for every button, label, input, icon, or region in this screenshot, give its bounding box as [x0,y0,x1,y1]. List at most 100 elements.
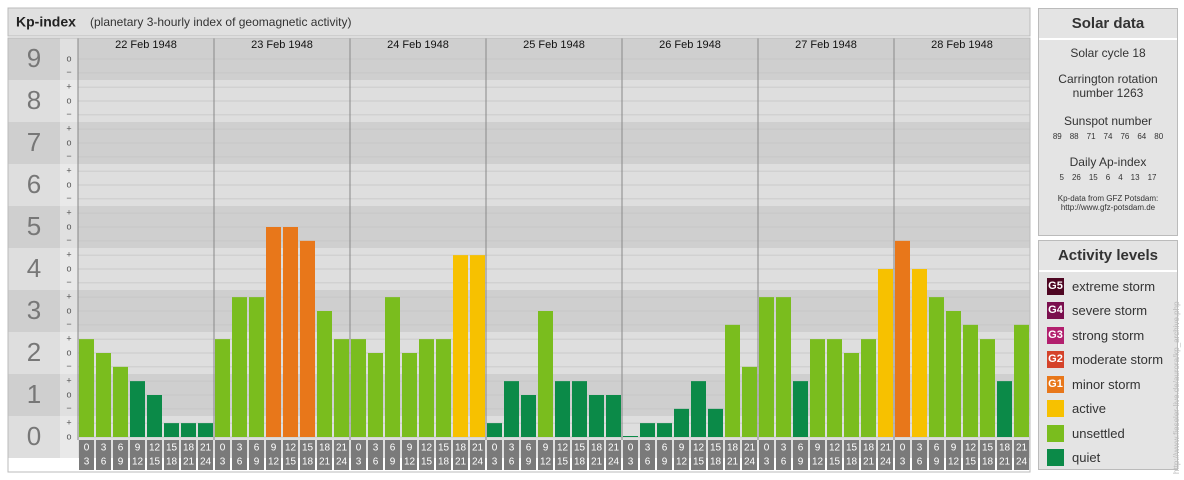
hour-box [317,440,332,470]
hour-box [980,440,995,470]
hour-label: 6 [662,443,668,454]
hour-label: 21 [183,457,195,468]
hour-label: 15 [965,457,977,468]
hour-label: 0 [900,443,906,454]
hour-box [725,440,740,470]
hour-box [929,440,944,470]
bar [113,366,128,437]
hour-label: 24 [472,457,484,468]
bar [1014,324,1029,437]
hour-label: 21 [472,443,484,454]
bar [963,324,978,437]
y-minor-label: − [66,235,71,245]
level-label: active [1072,401,1106,417]
level-item: G5 extreme storm [1039,274,1177,299]
bar [317,311,332,437]
bar [419,339,434,437]
y-minor-label: o [66,305,71,315]
hour-label: 6 [254,443,260,454]
bar [912,269,927,437]
y-minor-label: + [66,334,71,344]
y-minor-label: + [66,208,71,218]
level-label: quiet [1072,450,1101,466]
sunspot-value: 80 [1154,132,1164,141]
hour-label: 9 [951,443,957,454]
hour-label: 12 [676,457,688,468]
title-bar [7,7,1031,37]
hour-label: 12 [540,457,552,468]
y-tick-label: 3 [27,295,41,325]
hour-label: 9 [407,443,413,454]
ap-values: 5 26 15 6 4 13 17 [1039,173,1177,182]
hour-box [79,440,94,470]
level-item: G3 strong storm [1039,323,1177,348]
y-minor-label: − [66,67,71,77]
hour-label: 3 [509,443,515,454]
hour-box [793,440,808,470]
y-minor-label: + [66,124,71,134]
y-tick-label: 7 [27,127,41,157]
y-minor-label: + [66,376,71,386]
hour-label: 6 [526,443,532,454]
source-url: http://www.gfz-potsdam.de [1060,203,1156,212]
hour-box [113,440,128,470]
y-minor-label: + [66,418,71,428]
bar [708,408,723,437]
bar [589,395,604,437]
hour-box [623,440,638,470]
day-label: 22 Feb 1948 [115,39,177,51]
sunspot-values: 89 88 71 74 76 64 80 [1039,132,1177,141]
bar [640,423,655,437]
level-badge: G2 [1047,351,1064,369]
hour-label: 6 [101,457,107,468]
hour-label: 18 [183,443,195,454]
bar [368,353,383,437]
bar [521,395,536,437]
sub-col [60,38,78,458]
hour-label: 21 [744,443,756,454]
bar [130,381,145,437]
hour-label: 21 [336,443,348,454]
bar [232,297,247,437]
hour-label: 18 [455,443,467,454]
bar [79,339,94,437]
hour-label: 3 [84,457,90,468]
y-minor-label: − [66,403,71,413]
bar [402,353,417,437]
hour-label: 9 [526,457,532,468]
hour-label: 24 [336,457,348,468]
level-item: G2 moderate storm [1039,348,1177,373]
hour-label: 3 [764,457,770,468]
hour-label: 18 [982,457,994,468]
hour-label: 15 [846,443,858,454]
hour-label: 24 [200,457,212,468]
bar [164,423,179,437]
sunspot-value: 74 [1103,132,1113,141]
hour-box [215,440,230,470]
hour-label: 15 [557,457,569,468]
hour-box [283,440,298,470]
hour-box [130,440,145,470]
hour-label: 21 [591,457,603,468]
bar [674,408,689,437]
hour-label: 3 [900,457,906,468]
bar [929,297,944,437]
bar [470,255,485,437]
solar-data-panel: Solar data Solar cycle 18 Carrington rot… [1038,8,1178,236]
bar [572,381,587,437]
y-minor-label: o [66,137,71,147]
credit: http://www.fieseler-live.de/aurora/kp_ar… [1172,301,1181,474]
hour-label: 6 [781,457,787,468]
hour-label: 6 [118,443,124,454]
bar [946,311,961,437]
level-badge: G4 [1047,302,1064,320]
hour-label: 3 [492,457,498,468]
hour-label: 3 [645,443,651,454]
hour-box [385,440,400,470]
hour-label: 9 [662,457,668,468]
hour-box [453,440,468,470]
bar [725,324,740,437]
hour-label: 15 [149,457,161,468]
y-tick-label: 4 [27,253,41,283]
